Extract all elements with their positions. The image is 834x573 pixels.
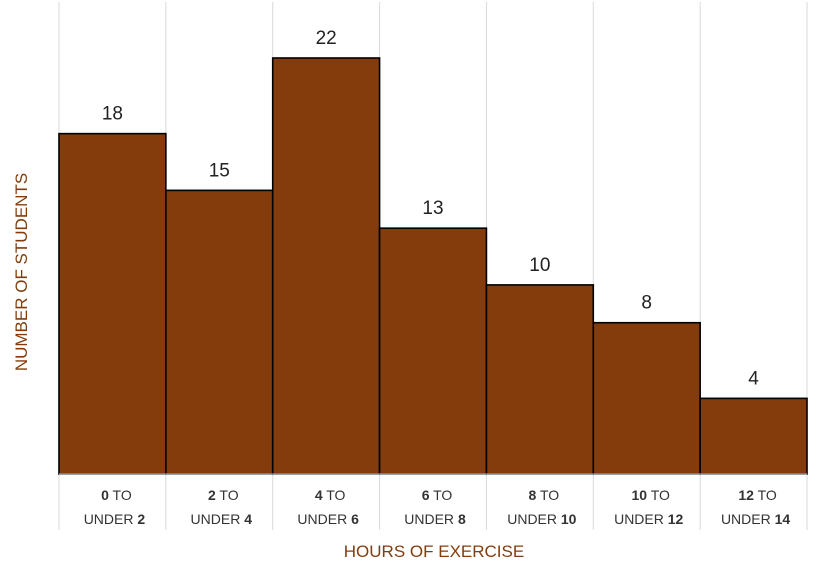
x-axis-title: HOURS OF EXERCISE (344, 542, 524, 561)
data-label: 10 (529, 255, 550, 276)
data-label: 8 (641, 293, 652, 314)
data-label: 22 (316, 28, 337, 49)
bar (165, 189, 274, 475)
bar (271, 57, 381, 475)
bar (592, 321, 701, 475)
bar (58, 132, 167, 475)
x-tick-label: 4 TO UNDER 6 (297, 487, 359, 527)
data-label: 13 (422, 198, 443, 219)
bar (378, 227, 488, 475)
data-label: 18 (102, 104, 123, 125)
bar (699, 397, 808, 475)
x-tick-label: 2 TO UNDER 4 (191, 487, 253, 527)
x-tick-label: 12 TO UNDER 14 (721, 487, 790, 527)
x-tick-label: 10 TO UNDER 12 (614, 487, 683, 527)
y-axis-title: NUMBER OF STUDENTS (12, 173, 31, 371)
x-tick-label: 8 TO UNDER 10 (507, 487, 576, 527)
x-tick-label: 6 TO UNDER 8 (404, 487, 466, 527)
bars (58, 57, 808, 475)
data-label: 4 (748, 368, 759, 389)
value-labels: 18 15 22 13 10 8 4 (102, 28, 759, 389)
x-tick-labels: 0 TO UNDER 2 2 TO UNDER 4 4 TO UNDER 6 6 TO UND… (84, 487, 791, 527)
x-tick-label: 0 TO UNDER 2 (84, 487, 146, 527)
data-label: 15 (209, 160, 230, 181)
bar (485, 284, 595, 475)
